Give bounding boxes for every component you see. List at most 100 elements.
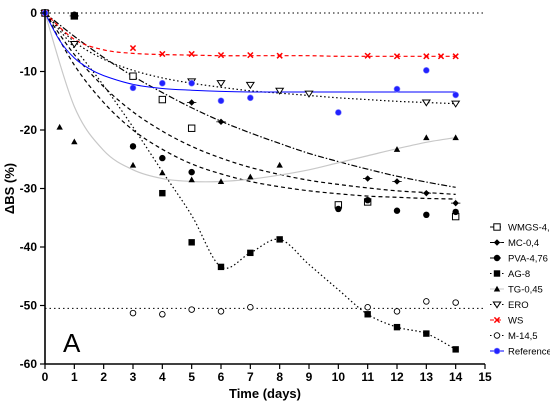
x-tick-label-0: 0 [42,370,49,384]
point-5-6 [304,90,314,98]
point-3-9 [423,330,430,337]
legend-marker-4 [493,285,501,292]
point-3-8 [393,323,401,331]
y-tick-label-6: -60 [20,357,38,371]
fit-curve-2 [44,12,456,200]
point-8-9 [452,91,459,99]
point-6-1 [129,44,137,52]
point-6-4 [217,51,225,59]
point-4-11 [452,134,459,141]
point-2-8 [423,211,430,219]
x-axis-title: Time (days) [229,386,301,401]
legend-marker-8 [493,347,501,355]
legend-label-2: PVA-4,76 [508,254,548,265]
point-1-2 [186,99,197,106]
y-tick-label-5: -50 [20,299,38,313]
legend-label-7: M-14,5 [508,331,538,342]
legend-label-5: ERO [508,300,529,311]
legend-entry-4: TG-0,45 [490,285,543,296]
point-4-8 [276,161,283,168]
point-1-5 [392,178,402,185]
point-2-6 [364,197,371,204]
point-8-5 [247,94,254,102]
point-2-4 [188,168,195,176]
x-tick-label-15: 15 [478,370,492,384]
x-tick-label-1: 1 [71,370,78,384]
point-5-5 [275,87,285,95]
point-8-3 [188,79,195,87]
point-8-8 [423,67,430,74]
point-3-2 [159,189,166,197]
point-0-3 [158,95,167,104]
reference-lines [45,12,485,309]
legend-label-1: MC-0,4 [508,238,539,249]
point-2-9 [452,208,459,216]
point-1-6 [421,189,432,197]
point-2-5 [335,205,342,213]
point-1-3 [216,118,226,126]
legend-marker-7 [493,332,501,339]
panel-label: A [63,328,81,358]
point-6-5 [247,51,254,59]
legend-marker-0 [493,223,501,231]
point-7-0 [129,309,137,317]
point-8-4 [217,97,225,105]
point-7-7 [423,298,430,305]
legend-entry-5: ERO [490,300,529,311]
x-tick-label-14: 14 [449,370,463,384]
y-axis-title: ΔBS (%) [2,163,17,214]
legend-label-3: AG-8 [508,269,530,280]
point-7-4 [247,304,254,311]
point-0-2 [129,72,137,80]
legend-label-6: WS [508,316,523,327]
x-tick-label-3: 3 [130,370,137,384]
legend-marker-3 [493,270,501,277]
legend-marker-6 [493,316,501,324]
legend-marker-1 [492,239,502,246]
legend-entry-3: AG-8 [490,269,530,280]
point-7-1 [159,311,166,318]
fit-curve-8 [44,12,456,93]
legend-marker-5 [492,301,502,309]
x-tick-label-2: 2 [100,370,107,384]
legend-label-0: WMGS-4,76 [508,223,550,234]
point-5-7 [421,99,431,107]
point-4-4 [159,169,166,176]
legend-entry-6: WS [490,316,523,327]
point-4-6 [217,178,225,185]
legend-marker-2 [493,254,501,262]
point-7-2 [188,306,195,313]
point-6-2 [159,50,166,58]
point-6-6 [276,52,283,59]
point-6-9 [423,53,430,60]
y-tick-label-2: -20 [20,123,38,137]
point-0-4 [187,124,196,132]
point-7-6 [393,308,401,315]
point-4-7 [247,173,254,180]
point-8-6 [335,109,342,116]
point-5-8 [451,100,461,108]
point-3-6 [276,236,283,243]
point-4-1 [56,123,63,130]
point-8-1 [129,84,137,92]
y-tick-label-1: -10 [20,65,38,79]
legend-entry-0: WMGS-4,76 [490,223,550,234]
point-2-2 [129,143,137,150]
fit-curve-5 [44,12,456,105]
axes: 0 1 2 3 4 5 6 7 8 9 10 11 12 13 14 150-10-20-30-40-50-6… [20,6,492,384]
legend-entry-1: MC-0,4 [490,238,539,249]
point-4-9 [393,146,401,152]
point-8-7 [393,85,401,93]
y-tick-label-4: -40 [20,240,38,254]
x-tick-label-7: 7 [247,370,254,384]
point-5-4 [245,81,255,90]
legend-entry-8: Reference [490,347,550,358]
point-7-3 [217,308,225,315]
x-tick-label-13: 13 [420,370,434,384]
point-3-7 [364,311,371,318]
y-tick-label-3: -30 [20,182,38,196]
point-6-3 [188,50,195,58]
point-6-7 [364,52,371,59]
fit-curve-0 [44,12,456,195]
